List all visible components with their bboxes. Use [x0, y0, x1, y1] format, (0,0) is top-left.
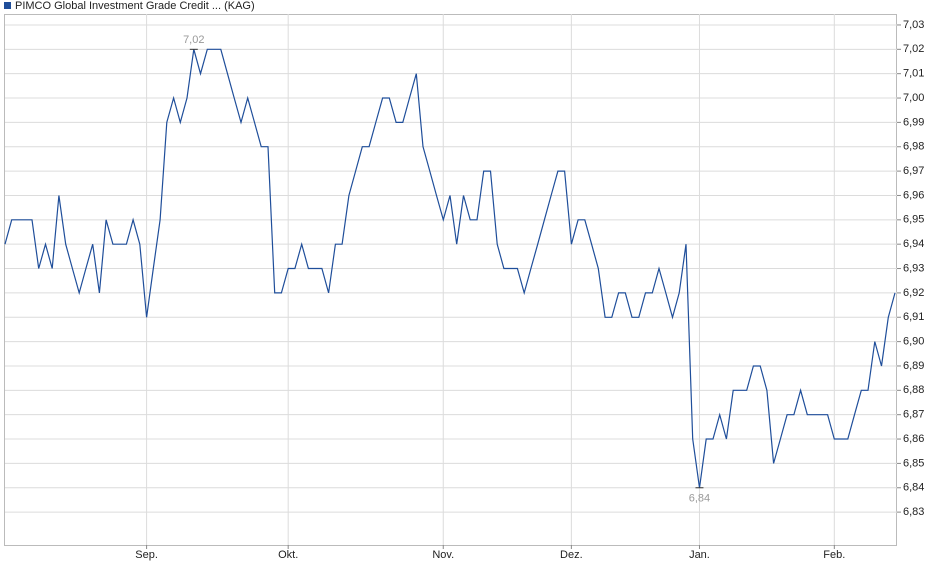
- x-tick-label: Nov.: [432, 549, 454, 561]
- y-tick-label: 7,01: [903, 68, 924, 80]
- y-tick-label: 6,97: [903, 165, 924, 177]
- legend-label: PIMCO Global Investment Grade Credit ...…: [15, 0, 255, 12]
- plot-frame: [4, 14, 897, 546]
- y-tick-label: 6,90: [903, 336, 924, 348]
- y-tick-label: 6,89: [903, 360, 924, 372]
- y-tick-label: 7,02: [903, 43, 924, 55]
- y-tick-label: 6,99: [903, 116, 924, 128]
- y-tick-label: 7,00: [903, 92, 924, 104]
- y-tick-label: 6,98: [903, 141, 924, 153]
- y-tick-label: 6,96: [903, 189, 924, 201]
- y-tick-label: 7,03: [903, 19, 924, 31]
- legend-swatch: [4, 2, 11, 9]
- y-tick-label: 6,94: [903, 238, 924, 250]
- x-tick-label: Okt.: [278, 549, 298, 561]
- y-tick-label: 6,86: [903, 433, 924, 445]
- line-series: [4, 48, 896, 488]
- y-tick-label: 6,84: [903, 482, 924, 494]
- y-tick-label: 6,95: [903, 214, 924, 226]
- y-tick-label: 6,85: [903, 457, 924, 469]
- x-tick-label: Dez.: [560, 549, 583, 561]
- x-tick-label: Sep.: [135, 549, 158, 561]
- annotation-label: 6,84: [689, 493, 710, 505]
- y-tick-label: 6,93: [903, 262, 924, 274]
- x-tick-label: Jan.: [689, 549, 710, 561]
- y-tick-label: 6,87: [903, 409, 924, 421]
- x-tick-label: Feb.: [823, 549, 845, 561]
- y-tick-label: 6,88: [903, 384, 924, 396]
- y-tick-label: 6,91: [903, 311, 924, 323]
- y-tick-label: 6,92: [903, 287, 924, 299]
- y-tick-label: 6,83: [903, 506, 924, 518]
- annotation-label: 7,02: [183, 34, 204, 46]
